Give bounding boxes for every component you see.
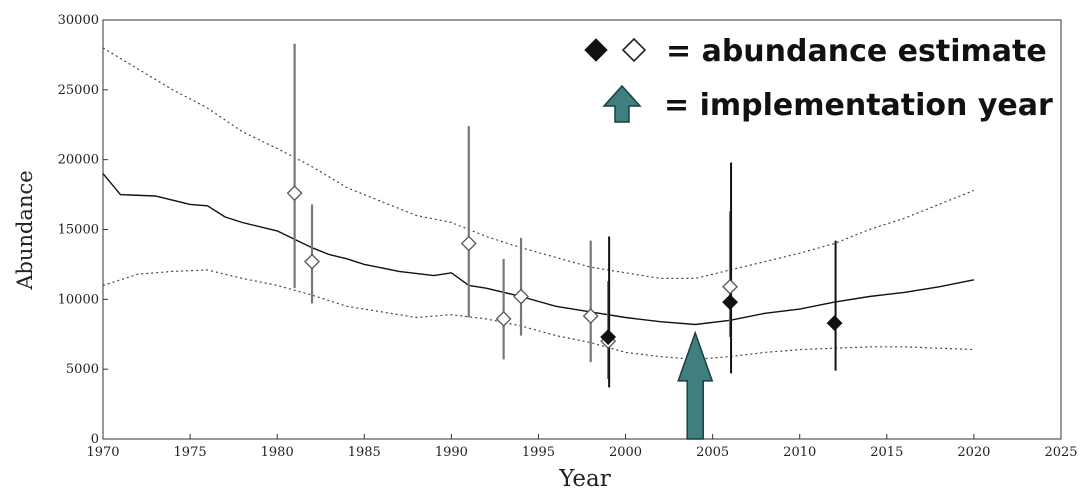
implementation-year-arrow	[677, 330, 714, 440]
open-diamond-marker	[495, 310, 512, 327]
x-tick-label: 1995	[522, 445, 555, 460]
error-bars	[293, 43, 837, 388]
upper-bound-line	[102, 47, 975, 279]
x-tick-label: 1980	[261, 445, 294, 460]
legend-arrow-icon	[602, 84, 642, 123]
x-tick-label: 2020	[957, 445, 990, 460]
plot-border	[102, 19, 1062, 440]
y-tick-label: 30000	[58, 13, 99, 28]
y-tick-label: 10000	[58, 292, 99, 307]
trend-line	[102, 173, 975, 326]
legend: = abundance estimate = implementation yea…	[584, 34, 1053, 123]
lower-bound-line	[102, 269, 974, 361]
legend-label-abundance-estimate: = abundance estimate	[666, 34, 1047, 69]
open-diamond-marker	[286, 185, 303, 202]
x-tick-label: 2025	[1044, 445, 1077, 460]
y-tick-label: 15000	[58, 223, 99, 238]
x-tick-label: 1985	[348, 445, 381, 460]
estimate-markers	[286, 185, 843, 350]
axis-ticks: 1970 1975 1980 1985 1990 1995 2000 2005 2010 2015…	[58, 13, 1078, 460]
legend-open-diamond-icon	[621, 37, 647, 63]
x-tick-label: 1970	[86, 445, 119, 460]
y-axis-title: Abundance	[13, 170, 37, 290]
plot-frame	[102, 19, 1062, 440]
x-tick-label: 2000	[609, 445, 642, 460]
x-tick-label: 1975	[174, 445, 207, 460]
filled-diamond-marker	[722, 294, 738, 311]
y-tick-label: 0	[91, 432, 99, 447]
x-tick-label: 2015	[870, 445, 903, 460]
open-diamond-marker	[304, 253, 320, 270]
open-diamond-marker	[513, 288, 529, 305]
y-tick-label: 25000	[58, 83, 99, 98]
x-tick-label: 2005	[696, 445, 729, 460]
x-axis-title: Year	[558, 466, 611, 491]
open-diamond-marker	[582, 308, 599, 325]
filled-diamond-marker	[600, 329, 617, 345]
open-diamond-marker	[722, 278, 738, 295]
legend-label-implementation-year: = implementation year	[664, 88, 1053, 123]
legend-filled-diamond-icon	[584, 38, 608, 62]
open-diamond-marker	[460, 235, 477, 252]
x-tick-label: 2010	[783, 445, 816, 460]
filled-diamond-marker	[826, 315, 843, 331]
x-tick-label: 1990	[435, 445, 468, 460]
confidence-band-lines	[102, 47, 975, 361]
y-tick-label: 5000	[66, 362, 99, 377]
y-tick-label: 20000	[58, 153, 99, 168]
implementation-arrow	[677, 330, 714, 440]
